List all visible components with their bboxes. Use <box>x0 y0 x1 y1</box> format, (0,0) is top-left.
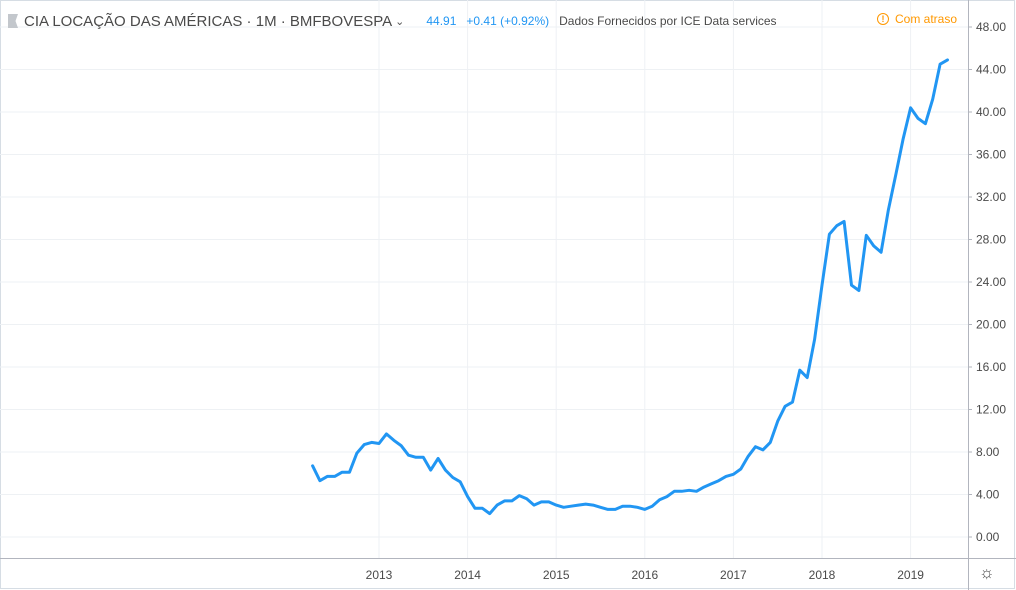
y-tick-label: 48.00 <box>976 20 1006 34</box>
flag-icon <box>8 14 18 28</box>
x-tick-label: 2015 <box>543 568 570 582</box>
y-tick-label: 28.00 <box>976 233 1006 247</box>
last-price: 44.91 <box>426 14 457 28</box>
y-tick-label: 0.00 <box>976 530 1000 544</box>
y-tick-label: 20.00 <box>976 318 1006 332</box>
gear-icon[interactable]: ☼ <box>979 563 995 582</box>
y-tick-label: 16.00 <box>976 360 1006 374</box>
delay-label: Com atraso <box>895 12 958 26</box>
y-tick-label: 8.00 <box>976 445 1000 459</box>
symbol-title[interactable]: CIA LOCAÇÃO DAS AMÉRICAS · 1M · BMFBOVES… <box>24 12 393 30</box>
y-tick-label: 40.00 <box>976 105 1006 119</box>
y-tick-label: 44.00 <box>976 63 1006 77</box>
chart-header: CIA LOCAÇÃO DAS AMÉRICAS · 1M · BMFBOVES… <box>8 10 777 32</box>
price-change: +0.41 (+0.92%) <box>466 14 550 28</box>
x-tick-label: 2014 <box>454 568 481 582</box>
data-provider: Dados Fornecidos por ICE Data services <box>559 14 777 28</box>
warning-icon: ! <box>877 13 889 25</box>
y-tick-label: 32.00 <box>976 190 1006 204</box>
delay-indicator[interactable]: ! Com atraso <box>877 12 957 26</box>
y-tick-label: 12.00 <box>976 403 1006 417</box>
chevron-down-icon[interactable]: ⌄ <box>395 15 405 28</box>
y-tick-label: 24.00 <box>976 275 1006 289</box>
y-tick-label: 36.00 <box>976 148 1006 162</box>
y-tick-label: 4.00 <box>976 488 1000 502</box>
x-tick-label: 2018 <box>809 568 836 582</box>
x-tick-label: 2017 <box>720 568 747 582</box>
x-tick-label: 2019 <box>897 568 924 582</box>
x-tick-label: 2013 <box>366 568 393 582</box>
x-tick-label: 2016 <box>631 568 658 582</box>
price-series-line <box>311 58 949 516</box>
